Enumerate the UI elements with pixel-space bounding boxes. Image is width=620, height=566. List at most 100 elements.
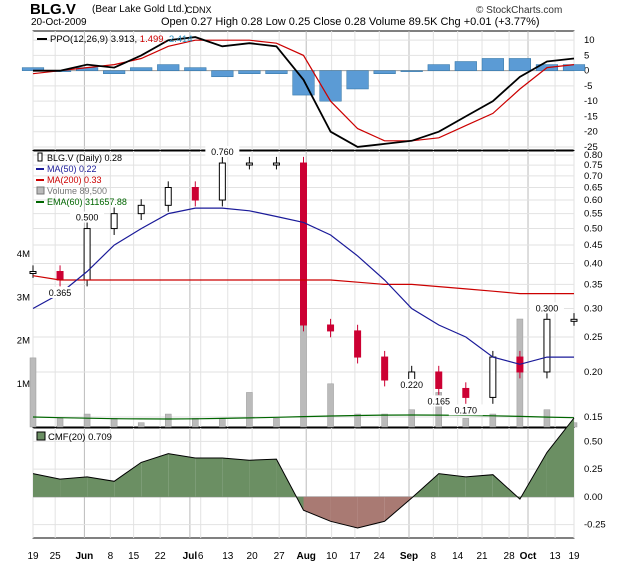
cmf-area-segment: [330, 496, 358, 528]
ppo-ytick-label: 0: [584, 66, 589, 77]
price-candle: [245, 162, 253, 166]
cmf-area-segment: [222, 458, 250, 497]
volume-bar: [273, 418, 280, 428]
ppo-ytick-label: -15: [584, 111, 598, 122]
cmf-area-segment: [357, 496, 385, 528]
exchange-label: CDNX: [186, 5, 212, 15]
x-axis-label: 8: [431, 551, 437, 562]
price-legend-item: EMA(60) 311657.88: [47, 197, 127, 207]
price-annotation-bg: [529, 302, 564, 314]
x-axis-label: 17: [349, 551, 361, 562]
x-axis-label: 13: [222, 551, 234, 562]
price-candle: [354, 330, 362, 358]
ppo-histogram-bar: [292, 70, 315, 96]
ppo-histogram-bar: [157, 64, 180, 71]
cmf-ytick-label: -0.25: [584, 520, 606, 531]
volume-bar: [165, 413, 172, 428]
x-axis-label: 28: [504, 551, 516, 562]
ppo-histogram-bar: [373, 70, 396, 74]
cmf-area-segment: [465, 474, 493, 497]
cmf-area-segment: [141, 453, 169, 497]
cmf-area-segment: [249, 459, 277, 497]
ppo-ytick-label: -5: [584, 81, 592, 92]
price-ytick-label: 0.70: [584, 171, 603, 182]
x-axis-label: 6: [198, 551, 204, 562]
volume-bar: [462, 418, 470, 428]
ppo-histogram-bar: [130, 67, 153, 71]
x-axis-label: Jul: [183, 551, 198, 562]
ppo-legend-part: 1.499,: [140, 34, 169, 45]
price-candle: [489, 356, 497, 398]
price-annotation: 0.165: [427, 396, 450, 406]
cmf-area-segment: [114, 462, 142, 497]
chart-symbol: BLG.V: [30, 1, 76, 18]
cmf-area-segment: [438, 473, 466, 497]
volume-bar: [543, 409, 551, 428]
ppo-legend-part: 2.414: [169, 34, 193, 45]
cmf-ytick-label: 0.25: [584, 464, 603, 475]
volume-bar: [192, 418, 199, 428]
volume-bar: [110, 418, 118, 428]
price-candle: [218, 162, 226, 201]
volume-bar: [219, 418, 226, 428]
price-annotation-bg: [421, 395, 456, 407]
ppo-legend: PPO(12,26,9) 3.913, 1.499, 2.414: [50, 34, 193, 45]
price-legend-swatch: [37, 152, 43, 162]
x-axis-label: 15: [128, 551, 140, 562]
price-legend-item: MA(200) 0.33: [47, 175, 102, 185]
ppo-histogram-bar: [562, 64, 586, 71]
x-axis-label: 19: [27, 551, 39, 562]
price-legend-item: Volume 89,500: [47, 186, 107, 196]
x-axis-label: 13: [550, 551, 562, 562]
cmf-area-segment: [546, 418, 574, 497]
x-axis-label: Sep: [400, 551, 418, 562]
x-axis-label: 10: [326, 551, 338, 562]
price-ytick-label: 0.55: [584, 209, 603, 220]
cmf-ytick-label: 0.50: [584, 436, 603, 447]
cmf-legend-swatch: [36, 431, 46, 441]
x-axis-label: 20: [247, 551, 259, 562]
price-ytick-label: 0.60: [584, 195, 603, 206]
price-candle: [543, 318, 551, 373]
ppo-line: [33, 36, 575, 148]
x-axis-label: 25: [50, 551, 62, 562]
volume-bar: [83, 413, 91, 428]
volume-ytick-label: 4M: [17, 249, 30, 260]
price-annotation: 0.300: [536, 303, 559, 313]
x-axis-label: 14: [452, 551, 464, 562]
ppo-histogram-bar: [103, 70, 126, 74]
cmf-area-segment: [33, 473, 61, 497]
price-annotation: 0.760: [211, 147, 234, 157]
price-legend-item: MA(50) 0.22: [47, 164, 97, 174]
cmf-line: [32, 417, 575, 529]
ppo-histogram-bar: [427, 64, 450, 71]
price-ytick-label: 0.50: [584, 224, 603, 235]
quote-summary: Open 0.27 High 0.28 Low 0.25 Close 0.28 …: [161, 16, 540, 28]
price-candle: [164, 186, 172, 206]
price-ytick-label: 0.45: [584, 240, 603, 251]
price-annotation-bg: [394, 378, 429, 390]
price-candle: [29, 271, 37, 275]
ppo-histogram-bar: [400, 70, 423, 72]
price-candle: [300, 162, 307, 326]
price-ytick-label: 0.80: [584, 150, 603, 161]
ppo-legend-part: PPO(12,26,9) 3.913,: [50, 34, 140, 45]
price-ytick-label: 0.30: [584, 304, 603, 315]
volume-ytick-label: 1M: [17, 379, 30, 390]
cmf-area-segment: [60, 476, 88, 497]
x-axis-label: Oct: [520, 551, 537, 562]
copyright-notice: © StockCharts.com: [476, 5, 563, 16]
price-ytick-label: 0.40: [584, 258, 603, 269]
price-ytick-label: 0.75: [584, 160, 603, 171]
x-axis-label: 22: [155, 551, 167, 562]
price-annotation: 0.220: [400, 380, 423, 390]
ppo-histogram-bar: [481, 58, 504, 71]
ppo-ytick-label: -10: [584, 96, 598, 107]
price-ytick-label: 0.20: [584, 367, 603, 378]
cmf-area-segment: [87, 476, 115, 497]
price-legend-swatch: [36, 186, 45, 195]
cmf-area-segment: [168, 453, 196, 497]
ema60-line: [32, 414, 575, 420]
company-name: (Bear Lake Gold Ltd.): [92, 4, 188, 15]
